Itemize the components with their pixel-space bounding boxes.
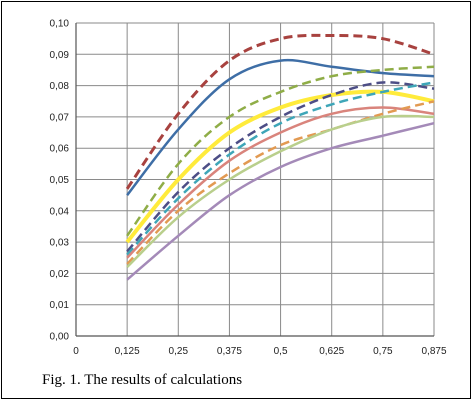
series-line-9 xyxy=(126,114,435,268)
series-line-2 xyxy=(126,58,435,196)
y-tick-label: 0,06 xyxy=(50,144,70,155)
figure-caption: Fig. 1. The results of calculations xyxy=(42,372,243,388)
series-line-7 xyxy=(126,106,435,259)
series-lines xyxy=(125,33,435,281)
series-line-10 xyxy=(126,121,435,281)
x-tick-label: 0,125 xyxy=(115,346,140,357)
x-axis-ticks: 0 0,125 0,25 0,375 0,5 0,625 0,75 0,875 xyxy=(73,346,447,357)
x-tick-label: 0,5 xyxy=(274,346,288,357)
series-line-8 xyxy=(126,100,435,265)
line-chart: 0 0,125 0,25 0,375 0,5 0,625 0,75 0,875 0,000,0… xyxy=(50,19,447,358)
y-tick-label: 0,00 xyxy=(50,332,70,343)
y-tick-label: 0,01 xyxy=(50,300,70,311)
y-tick-label: 0,08 xyxy=(50,81,70,92)
y-tick-label: 0,05 xyxy=(50,175,70,186)
series-line-1 xyxy=(125,33,435,190)
x-tick-label: 0 xyxy=(73,346,79,357)
x-tick-label: 0,875 xyxy=(421,346,446,357)
series-line-6 xyxy=(126,81,435,256)
y-tick-label: 0,04 xyxy=(50,206,70,217)
series-line-3 xyxy=(126,65,435,237)
x-tick-label: 0,625 xyxy=(319,346,344,357)
x-tick-label: 0,375 xyxy=(217,346,242,357)
series-line-5 xyxy=(126,81,435,253)
y-tick-label: 0,07 xyxy=(50,112,70,123)
x-tick-label: 0,25 xyxy=(169,346,189,357)
y-tick-label: 0,09 xyxy=(50,50,70,61)
y-tick-label: 0,02 xyxy=(50,269,70,280)
x-tick-label: 0,75 xyxy=(373,346,393,357)
y-tick-label: 0,10 xyxy=(50,19,70,30)
y-tick-label: 0,03 xyxy=(50,238,70,249)
y-axis-ticks: 0,00 0,01 0,02 0,03 0,04 0,05 0,06 0,07 0,08 0,09… xyxy=(50,19,70,343)
